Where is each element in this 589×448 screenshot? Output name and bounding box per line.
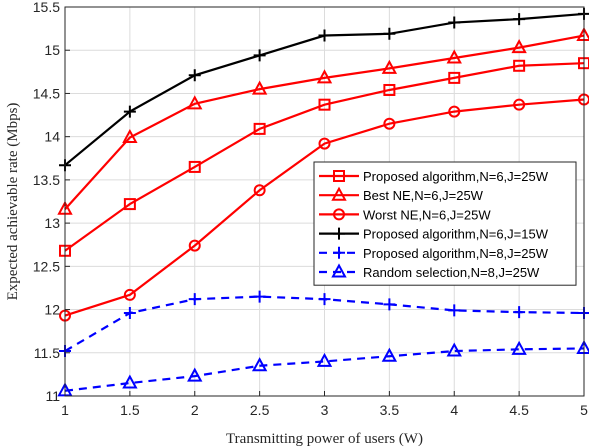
- data-point: [383, 83, 396, 96]
- series-line: [64, 98, 585, 317]
- legend-marker: [331, 186, 347, 201]
- data-point: [253, 49, 266, 62]
- y-tick-label: 12.5: [33, 258, 60, 274]
- data-point: [251, 357, 268, 372]
- data-point: [123, 288, 136, 301]
- legend-label: Best NE,N=6,J=25W: [363, 188, 484, 203]
- y-tick-label: 15: [44, 42, 60, 58]
- legend-item: Proposed algorithm,N=6,J=25W: [319, 169, 549, 184]
- legend-marker: [333, 170, 345, 182]
- x-tick-label: 2.5: [250, 402, 270, 418]
- data-point: [253, 122, 266, 135]
- data-point: [253, 290, 266, 303]
- series-5: [59, 290, 589, 358]
- data-point: [318, 98, 331, 111]
- legend-label: Proposed algorithm,N=6,J=15W: [363, 227, 549, 242]
- legend: Proposed algorithm,N=6,J=25W Best NE,N=6,…: [313, 161, 577, 286]
- data-point: [122, 128, 138, 144]
- y-tick-label: 11: [45, 388, 60, 404]
- series-line: [64, 62, 585, 252]
- legend-item: Random selection,N=8,J=25W: [319, 263, 540, 280]
- y-tick-label: 12: [44, 302, 60, 318]
- data-point: [122, 374, 138, 389]
- series-layer: [57, 7, 589, 397]
- y-tick-label: 11.5: [34, 345, 60, 361]
- y-tick-label: 13.5: [33, 172, 60, 188]
- series-1: [59, 57, 589, 257]
- data-point: [318, 29, 331, 42]
- data-point: [123, 105, 136, 118]
- data-point: [448, 71, 461, 84]
- data-point: [448, 16, 461, 29]
- data-point: [316, 69, 333, 84]
- y-tick-label: 15.5: [33, 0, 60, 15]
- data-point: [513, 59, 526, 72]
- series-line: [64, 347, 585, 392]
- data-point: [383, 27, 396, 40]
- data-point: [188, 239, 201, 252]
- data-point: [188, 293, 201, 306]
- y-tick-label: 13: [44, 215, 60, 231]
- data-point: [381, 347, 398, 362]
- data-point: [513, 306, 526, 319]
- data-point: [318, 137, 331, 150]
- data-point: [513, 98, 526, 111]
- legend-item: Proposed algorithm,N=8,J=25W: [319, 246, 549, 261]
- legend-marker: [333, 208, 345, 221]
- data-point: [381, 59, 398, 74]
- tick-labels: 1 1.5 2 2.5 3 3.5 4 4.5 51111.51212.51313.51414.…: [33, 0, 588, 418]
- x-tick-label: 5: [580, 402, 588, 418]
- data-point: [188, 160, 201, 173]
- legend-marker: [331, 263, 347, 278]
- data-point: [448, 105, 461, 118]
- data-point: [251, 80, 268, 95]
- y-axis-title: Expected achievable rate (Mbps): [5, 103, 21, 301]
- legend-label: Random selection,N=8,J=25W: [363, 265, 540, 280]
- series-line: [64, 34, 585, 211]
- data-point: [383, 117, 396, 130]
- data-point: [123, 198, 136, 211]
- legend-box: [313, 161, 577, 286]
- data-point: [511, 340, 527, 355]
- data-point: [188, 69, 201, 82]
- legend-label: Proposed algorithm,N=8,J=25W: [363, 246, 549, 261]
- legend-item: Proposed algorithm,N=6,J=15W: [319, 227, 549, 242]
- x-axis-title: Transmitting power of users (W): [226, 431, 423, 447]
- data-point: [448, 304, 461, 317]
- x-tick-label: 4: [450, 402, 458, 418]
- data-point: [511, 39, 527, 54]
- data-point: [187, 95, 203, 110]
- series-6: [57, 339, 589, 397]
- data-point: [318, 293, 331, 306]
- data-point: [513, 13, 526, 26]
- data-point: [253, 184, 266, 197]
- x-tick-label: 3: [321, 402, 329, 418]
- legend-marker: [333, 246, 345, 259]
- legend-item: Best NE,N=6,J=25W: [319, 186, 484, 203]
- data-point: [446, 342, 462, 357]
- legend-item: Worst NE,N=6,J=25W: [319, 207, 491, 222]
- y-tick-label: 14: [44, 129, 60, 145]
- series-3: [59, 93, 589, 322]
- x-tick-label: 2: [191, 402, 199, 418]
- data-point: [187, 367, 203, 382]
- data-point: [123, 307, 136, 320]
- legend-label: Worst NE,N=6,J=25W: [363, 207, 491, 222]
- data-point: [316, 352, 333, 367]
- data-point: [383, 298, 396, 311]
- x-tick-label: 3.5: [380, 402, 400, 418]
- legend-marker: [333, 227, 345, 240]
- x-tick-label: 4.5: [509, 402, 529, 418]
- data-point: [446, 49, 462, 64]
- y-tick-label: 14.5: [33, 85, 60, 101]
- legend-label: Proposed algorithm,N=6,J=25W: [363, 169, 549, 184]
- x-tick-label: 1: [61, 402, 69, 418]
- x-tick-label: 1.5: [120, 402, 140, 418]
